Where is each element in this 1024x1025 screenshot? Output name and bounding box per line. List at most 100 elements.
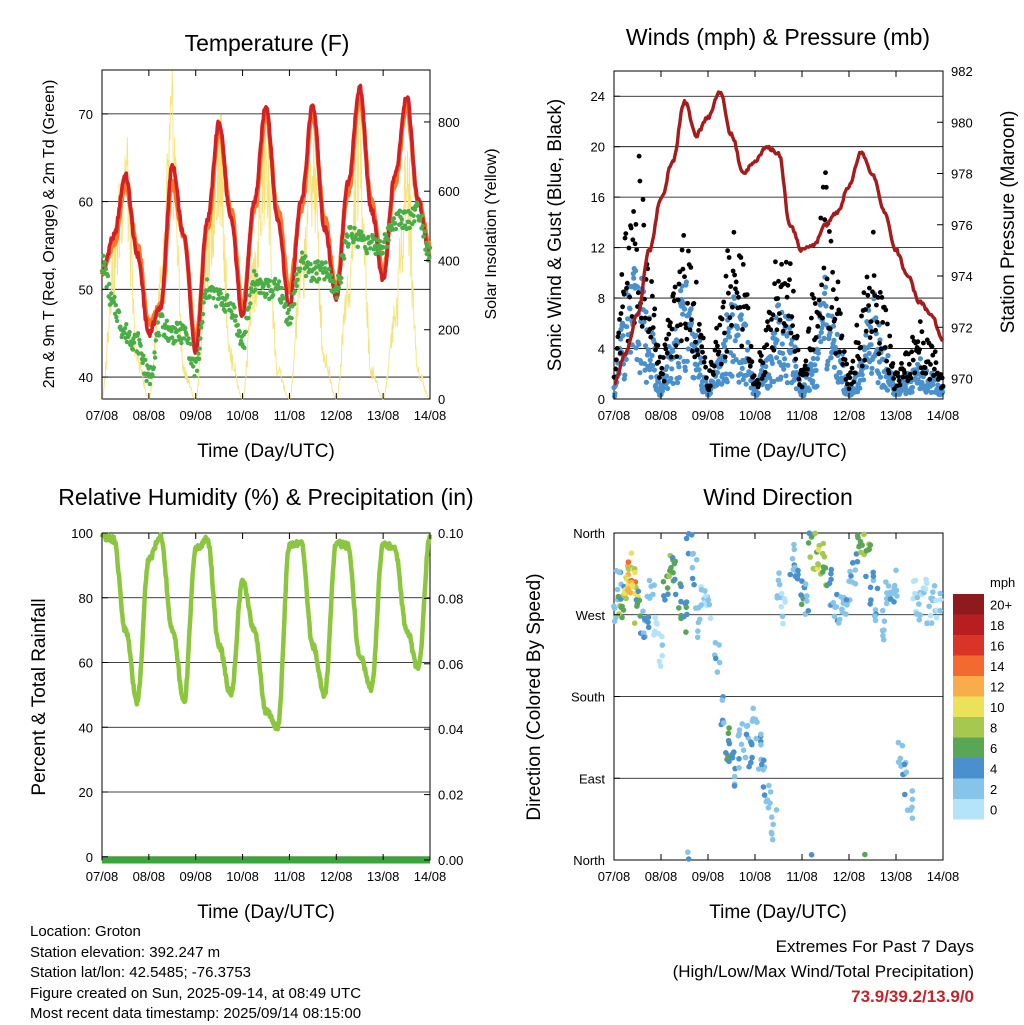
direction-point	[629, 583, 636, 590]
sonic-wind-point	[744, 347, 751, 353]
sonic-wind-point	[647, 367, 653, 373]
gust-point	[837, 349, 842, 355]
dewpoint-point	[397, 208, 402, 213]
sonic-wind-point	[685, 346, 691, 352]
dewpoint-point	[308, 262, 313, 267]
direction-point	[765, 804, 772, 811]
humidity-y-label: Percent & Total Rainfall	[29, 598, 50, 795]
dewpoint-point	[114, 315, 119, 320]
gust-point	[653, 347, 658, 353]
gust-point	[614, 357, 619, 363]
dewpoint-point	[225, 293, 230, 298]
legend-swatch	[953, 655, 984, 676]
dewpoint-point	[420, 223, 425, 229]
sonic-wind-point	[656, 379, 662, 385]
dewpoint-point	[109, 291, 114, 296]
direction-point	[930, 589, 936, 595]
gust-point	[726, 255, 732, 260]
sonic-wind-point	[647, 357, 653, 363]
direction-point	[659, 642, 666, 648]
sonic-wind-point	[676, 375, 682, 381]
dewpoint-point	[427, 245, 433, 250]
temp-2m-line	[100, 83, 432, 355]
direction-point	[689, 564, 696, 571]
gust-point	[884, 358, 889, 364]
sonic-wind-point	[792, 344, 798, 350]
gust-point	[618, 311, 624, 316]
direction-point	[890, 589, 897, 595]
dewpoint-point	[232, 305, 237, 310]
dewpoint-point	[213, 304, 219, 309]
direction-point	[729, 754, 735, 761]
y2-tick-label: 974	[951, 269, 973, 284]
dewpoint-point	[246, 305, 252, 310]
gust-point	[868, 319, 874, 324]
dewpoint-point	[407, 225, 412, 231]
sonic-wind-point	[625, 316, 631, 322]
gust-point	[747, 363, 753, 369]
direction-point	[849, 579, 855, 585]
sonic-wind-point	[917, 356, 924, 362]
direction-point	[723, 750, 729, 756]
gust-point	[732, 272, 737, 278]
gust-point	[774, 327, 780, 333]
dewpoint-point	[131, 340, 137, 345]
gust-point	[875, 295, 881, 300]
dewpoint-point	[292, 301, 297, 307]
gust-point	[620, 304, 625, 310]
humidity-title: Relative Humidity (%) & Precipitation (i…	[58, 484, 473, 510]
legend-label: 6	[990, 741, 997, 756]
sonic-wind-point	[697, 372, 703, 378]
direction-point	[613, 568, 620, 574]
direction-point	[802, 581, 809, 587]
dewpoint-point	[113, 303, 119, 308]
dewpoint-point	[130, 347, 135, 352]
sonic-wind-point	[915, 377, 921, 383]
y2-tick-label: 0.04	[438, 722, 463, 737]
y2-tick-label: 0.00	[438, 853, 463, 868]
dewpoint-point	[377, 239, 383, 244]
gust-point	[932, 366, 937, 372]
dewpoint-point	[366, 234, 371, 240]
dewpoint-point	[103, 266, 109, 272]
sonic-wind-point	[629, 342, 635, 348]
direction-point	[758, 742, 764, 748]
direction-point	[832, 604, 838, 610]
y2-tick-label: 972	[951, 320, 973, 335]
sonic-wind-point	[755, 390, 761, 396]
sonic-wind-point	[648, 374, 654, 380]
gust-point	[775, 296, 781, 301]
temperature-y2-label: Solar Insolation (Yellow)	[483, 148, 500, 319]
dewpoint-point	[198, 325, 204, 330]
direction-point	[883, 600, 890, 607]
gust-point	[843, 377, 849, 382]
direction-point	[820, 569, 826, 575]
gust-point	[891, 376, 896, 381]
gust-point	[861, 290, 867, 296]
direction-point	[731, 783, 738, 789]
direction-point	[670, 569, 676, 576]
dewpoint-point	[406, 219, 412, 225]
dewpoint-point	[207, 294, 212, 299]
dewpoint-point	[179, 340, 184, 346]
dewpoint-point	[135, 331, 141, 336]
direction-point	[640, 630, 647, 636]
gust-point	[729, 322, 734, 328]
gust-point	[842, 357, 848, 362]
direction-point	[705, 597, 711, 603]
dewpoint-point	[197, 346, 202, 351]
x-tick-label: 11/08	[274, 869, 306, 884]
direction-point	[867, 584, 874, 591]
direction-point	[776, 570, 782, 576]
gust-point	[818, 215, 824, 221]
x-tick-label: 14/08	[414, 869, 447, 884]
sonic-wind-point	[831, 337, 837, 343]
gust-point	[704, 375, 709, 381]
direction-y-label: Direction (Colored By Speed)	[524, 573, 545, 820]
direction-point	[740, 747, 747, 753]
dewpoint-point	[196, 356, 202, 362]
y2-tick-label: 0.10	[438, 526, 463, 541]
gust-point	[755, 377, 760, 383]
gust-point	[848, 370, 853, 375]
gust-point	[680, 266, 686, 272]
